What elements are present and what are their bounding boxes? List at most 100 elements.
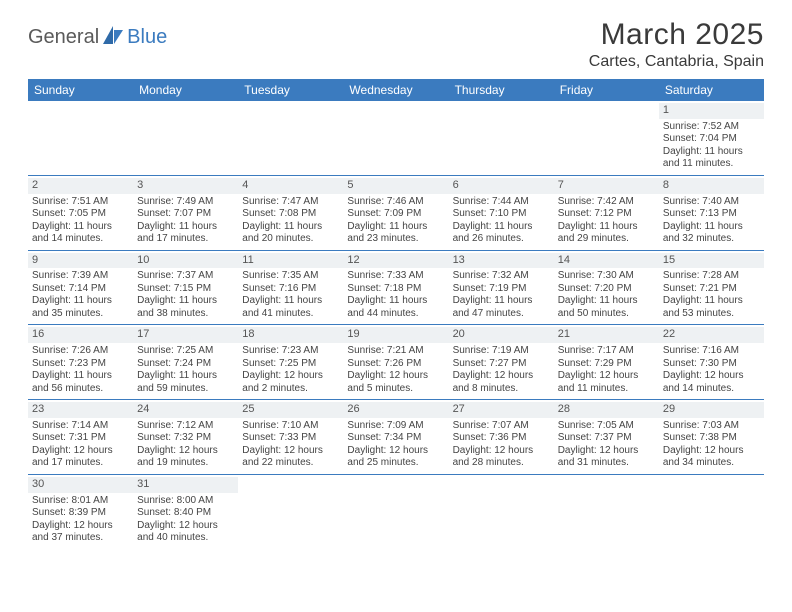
day-info-line: Sunrise: 7:49 AM bbox=[137, 196, 234, 209]
day-info-line: Sunset: 7:29 PM bbox=[558, 358, 655, 371]
day-info-line: Sunrise: 7:09 AM bbox=[347, 420, 444, 433]
day-number: 8 bbox=[659, 178, 764, 194]
day-info-line: and 59 minutes. bbox=[137, 383, 234, 396]
day-info-line: Sunset: 7:26 PM bbox=[347, 358, 444, 371]
day-info-line: and 50 minutes. bbox=[558, 308, 655, 321]
day-info-line: and 2 minutes. bbox=[242, 383, 339, 396]
day-info-line: Sunset: 7:09 PM bbox=[347, 208, 444, 221]
day-number: 4 bbox=[238, 178, 343, 194]
day-info-line: Sunrise: 7:52 AM bbox=[663, 121, 760, 134]
day-info-line: Daylight: 12 hours bbox=[663, 370, 760, 383]
day-info-line: and 29 minutes. bbox=[558, 233, 655, 246]
day-info-line: Sunrise: 7:17 AM bbox=[558, 345, 655, 358]
day-info-line: Daylight: 12 hours bbox=[558, 445, 655, 458]
calendar-day-cell: 31Sunrise: 8:00 AMSunset: 8:40 PMDayligh… bbox=[133, 474, 238, 548]
day-number: 3 bbox=[133, 178, 238, 194]
calendar-day-cell: 12Sunrise: 7:33 AMSunset: 7:18 PMDayligh… bbox=[343, 250, 448, 325]
day-info-line: Daylight: 12 hours bbox=[32, 520, 129, 533]
day-info-line: Daylight: 11 hours bbox=[453, 295, 550, 308]
day-info-line: Sunrise: 7:42 AM bbox=[558, 196, 655, 209]
day-info-line: Sunrise: 7:30 AM bbox=[558, 270, 655, 283]
calendar-day-cell: 8Sunrise: 7:40 AMSunset: 7:13 PMDaylight… bbox=[659, 175, 764, 250]
day-info-line: Sunrise: 7:05 AM bbox=[558, 420, 655, 433]
day-info-line: Daylight: 11 hours bbox=[32, 295, 129, 308]
calendar-table: SundayMondayTuesdayWednesdayThursdayFrid… bbox=[28, 79, 764, 549]
day-info-line: Daylight: 11 hours bbox=[453, 221, 550, 234]
day-info-line: Sunset: 7:18 PM bbox=[347, 283, 444, 296]
calendar-day-cell bbox=[238, 474, 343, 548]
calendar-week-row: 1Sunrise: 7:52 AMSunset: 7:04 PMDaylight… bbox=[28, 101, 764, 175]
calendar-day-cell: 7Sunrise: 7:42 AMSunset: 7:12 PMDaylight… bbox=[554, 175, 659, 250]
day-info-line: and 32 minutes. bbox=[663, 233, 760, 246]
day-info-line: Sunrise: 7:40 AM bbox=[663, 196, 760, 209]
day-info-line: Daylight: 11 hours bbox=[137, 221, 234, 234]
title-block: March 2025 Cartes, Cantabria, Spain bbox=[589, 18, 764, 71]
calendar-day-cell: 25Sunrise: 7:10 AMSunset: 7:33 PMDayligh… bbox=[238, 400, 343, 475]
day-number: 7 bbox=[554, 178, 659, 194]
day-info-line: Sunrise: 7:26 AM bbox=[32, 345, 129, 358]
day-info-line: Sunset: 7:38 PM bbox=[663, 432, 760, 445]
day-info-line: Sunset: 7:20 PM bbox=[558, 283, 655, 296]
day-info-line: Sunrise: 7:32 AM bbox=[453, 270, 550, 283]
day-info-line: Sunrise: 7:19 AM bbox=[453, 345, 550, 358]
calendar-day-cell: 26 Sunrise: 7:09 AMSunset: 7:34 PMDayligh… bbox=[343, 400, 448, 475]
day-info-line: Daylight: 12 hours bbox=[347, 445, 444, 458]
day-number: 24 bbox=[133, 402, 238, 418]
calendar-page: General Blue March 2025 Cartes, Cantabri… bbox=[0, 0, 792, 549]
day-info-line: Sunset: 7:15 PM bbox=[137, 283, 234, 296]
day-number: 5 bbox=[343, 178, 448, 194]
day-info-line: Sunrise: 7:33 AM bbox=[347, 270, 444, 283]
day-info-line: Sunset: 7:23 PM bbox=[32, 358, 129, 371]
day-info-line: and 47 minutes. bbox=[453, 308, 550, 321]
day-number: 16 bbox=[28, 327, 133, 343]
day-info-line: Sunset: 7:33 PM bbox=[242, 432, 339, 445]
day-info-line: and 8 minutes. bbox=[453, 383, 550, 396]
calendar-day-cell: 24Sunrise: 7:12 AMSunset: 7:32 PMDayligh… bbox=[133, 400, 238, 475]
day-info-line: Daylight: 11 hours bbox=[558, 221, 655, 234]
day-info-line: Sunrise: 7:12 AM bbox=[137, 420, 234, 433]
weekday-header: Monday bbox=[133, 79, 238, 101]
day-info-line: Daylight: 11 hours bbox=[347, 295, 444, 308]
day-info-line: Sunset: 7:21 PM bbox=[663, 283, 760, 296]
day-info-line: Sunrise: 7:44 AM bbox=[453, 196, 550, 209]
calendar-day-cell: 3Sunrise: 7:49 AMSunset: 7:07 PMDaylight… bbox=[133, 175, 238, 250]
day-info-line: Sunset: 7:27 PM bbox=[453, 358, 550, 371]
day-info-line: Sunset: 7:05 PM bbox=[32, 208, 129, 221]
calendar-day-cell: 28Sunrise: 7:05 AMSunset: 7:37 PMDayligh… bbox=[554, 400, 659, 475]
day-number: 21 bbox=[554, 327, 659, 343]
day-info-line: Sunset: 7:31 PM bbox=[32, 432, 129, 445]
day-number: 6 bbox=[449, 178, 554, 194]
day-info-line: and 11 minutes. bbox=[663, 158, 760, 171]
day-info-line: and 35 minutes. bbox=[32, 308, 129, 321]
day-number: 13 bbox=[449, 253, 554, 269]
day-info-line: Sunset: 7:08 PM bbox=[242, 208, 339, 221]
day-info-line: Daylight: 12 hours bbox=[32, 445, 129, 458]
day-number: 26 bbox=[343, 402, 448, 418]
day-info-line: and 53 minutes. bbox=[663, 308, 760, 321]
day-info-line: Daylight: 12 hours bbox=[663, 445, 760, 458]
day-info-line: Sunrise: 7:39 AM bbox=[32, 270, 129, 283]
calendar-week-row: 9Sunrise: 7:39 AMSunset: 7:14 PMDaylight… bbox=[28, 250, 764, 325]
calendar-day-cell: 2Sunrise: 7:51 AMSunset: 7:05 PMDaylight… bbox=[28, 175, 133, 250]
day-number: 23 bbox=[28, 402, 133, 418]
day-info-line: Daylight: 11 hours bbox=[242, 221, 339, 234]
calendar-day-cell bbox=[238, 101, 343, 175]
calendar-day-cell: 13Sunrise: 7:32 AMSunset: 7:19 PMDayligh… bbox=[449, 250, 554, 325]
day-info-line: and 38 minutes. bbox=[137, 308, 234, 321]
day-info-line: Daylight: 11 hours bbox=[137, 295, 234, 308]
day-number: 18 bbox=[238, 327, 343, 343]
day-number: 25 bbox=[238, 402, 343, 418]
day-info-line: Sunrise: 7:16 AM bbox=[663, 345, 760, 358]
day-info-line: Sunset: 7:34 PM bbox=[347, 432, 444, 445]
day-info-line: and 5 minutes. bbox=[347, 383, 444, 396]
day-info-line: Sunrise: 7:37 AM bbox=[137, 270, 234, 283]
calendar-day-cell: 23Sunrise: 7:14 AMSunset: 7:31 PMDayligh… bbox=[28, 400, 133, 475]
calendar-day-cell: 18Sunrise: 7:23 AMSunset: 7:25 PMDayligh… bbox=[238, 325, 343, 400]
day-info-line: Sunset: 7:36 PM bbox=[453, 432, 550, 445]
day-info-line: and 25 minutes. bbox=[347, 457, 444, 470]
day-info-line: Sunset: 7:25 PM bbox=[242, 358, 339, 371]
day-info-line: Sunset: 7:19 PM bbox=[453, 283, 550, 296]
day-number: 17 bbox=[133, 327, 238, 343]
day-info-line: Sunset: 7:30 PM bbox=[663, 358, 760, 371]
weekday-header: Wednesday bbox=[343, 79, 448, 101]
